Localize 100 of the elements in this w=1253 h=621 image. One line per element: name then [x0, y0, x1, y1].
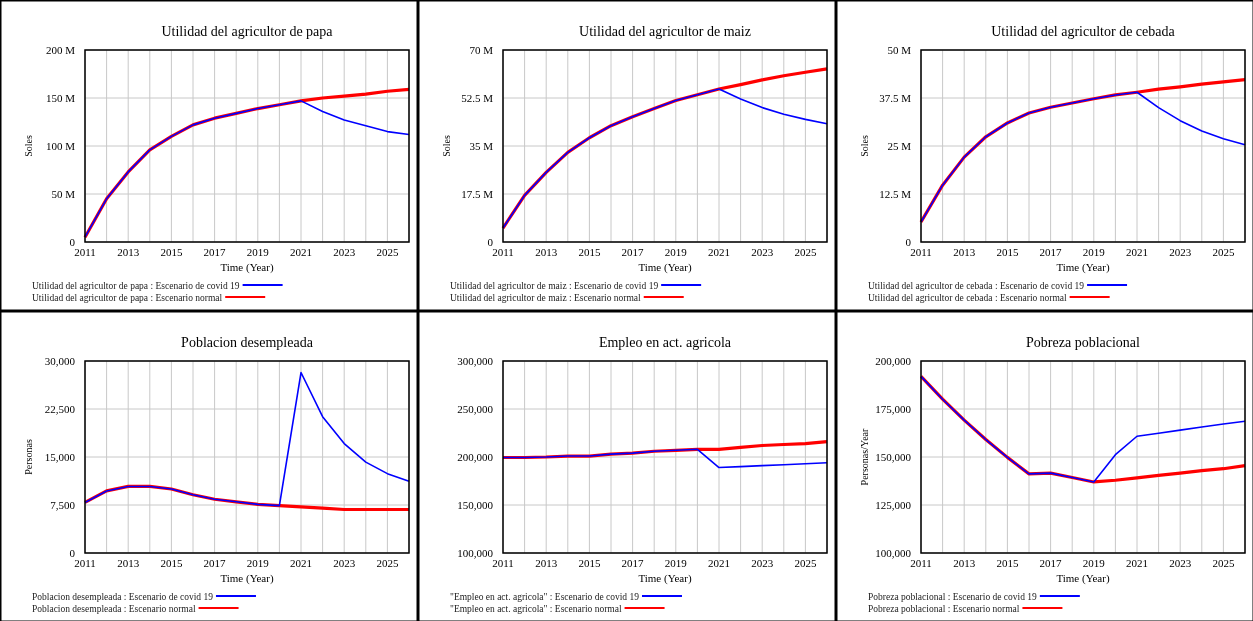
y-axis-title: Personas — [23, 439, 34, 475]
x-tick-label: 2011 — [74, 557, 96, 569]
x-tick-label: 2017 — [1039, 246, 1063, 258]
y-tick-label: 250,000 — [457, 403, 494, 415]
legend-label: Utilidad del agricultor de papa : Escenario de covid 19 — [32, 280, 240, 291]
x-tick-label: 2023 — [1169, 246, 1192, 258]
x-axis-title: Time (Year) — [638, 261, 692, 274]
legend-label: Poblacion desempleada : Escenario normal — [32, 603, 196, 614]
y-tick-label: 100 M — [45, 140, 76, 152]
y-axis-title: Soles — [859, 135, 870, 157]
x-axis-title: Time (Year) — [220, 572, 274, 585]
y-tick-label: 300,000 — [457, 355, 494, 367]
x-tick-label: 2019 — [664, 557, 688, 569]
y-tick-label: 200,000 — [875, 355, 912, 367]
x-tick-label: 2015 — [578, 557, 601, 569]
x-tick-label: 2017 — [621, 557, 645, 569]
y-tick-label: 0 — [69, 236, 76, 248]
legend-label: "Empleo en act. agricola" : Escenario normal — [450, 603, 622, 614]
y-tick-label: 100,000 — [457, 547, 494, 559]
x-tick-label: 2011 — [910, 557, 932, 569]
y-tick-label: 50 M — [887, 44, 912, 56]
x-tick-label: 2021 — [290, 557, 312, 569]
chart-title: Utilidad del agricultor de papa — [161, 24, 334, 39]
x-tick-label: 2011 — [74, 246, 96, 258]
legend-label: "Empleo en act. agricola" : Escenario de covid 19 — [450, 591, 640, 602]
y-tick-label: 175,000 — [875, 403, 912, 415]
x-tick-label: 2013 — [535, 557, 558, 569]
x-tick-label: 2025 — [1212, 246, 1235, 258]
x-tick-label: 2011 — [910, 246, 932, 258]
x-tick-label: 2023 — [751, 557, 774, 569]
x-tick-label: 2017 — [203, 557, 227, 569]
y-tick-label: 0 — [905, 236, 912, 248]
y-axis-title: Soles — [441, 135, 452, 157]
x-tick-label: 2017 — [1039, 557, 1063, 569]
y-tick-label: 37.5 M — [879, 92, 912, 104]
x-tick-label: 2013 — [117, 246, 140, 258]
y-tick-label: 200 M — [45, 44, 76, 56]
chart-title: Empleo en act. agricola — [598, 335, 732, 350]
y-tick-label: 52.5 M — [461, 92, 494, 104]
x-tick-label: 2025 — [794, 246, 817, 258]
y-axis-title: Soles — [23, 135, 34, 157]
x-tick-label: 2013 — [953, 246, 976, 258]
x-tick-label: 2023 — [333, 246, 356, 258]
y-tick-label: 15,000 — [44, 451, 76, 463]
y-tick-label: 70 M — [469, 44, 494, 56]
x-tick-label: 2023 — [333, 557, 356, 569]
x-tick-label: 2017 — [621, 246, 645, 258]
y-tick-label: 22,500 — [44, 403, 76, 415]
y-tick-label: 17.5 M — [461, 188, 494, 200]
x-tick-label: 2021 — [290, 246, 312, 258]
x-tick-label: 2023 — [1169, 557, 1192, 569]
x-tick-label: 2025 — [376, 557, 399, 569]
x-tick-label: 2015 — [160, 557, 183, 569]
y-tick-label: 25 M — [887, 140, 912, 152]
x-tick-label: 2021 — [1126, 246, 1148, 258]
legend-label: Utilidad del agricultor de cebada : Escenario normal — [868, 292, 1067, 303]
x-axis-title: Time (Year) — [220, 261, 274, 274]
x-tick-label: 2013 — [953, 557, 976, 569]
x-tick-label: 2011 — [492, 246, 514, 258]
legend-label: Poblacion desempleada : Escenario de covid 19 — [32, 591, 214, 602]
x-tick-label: 2025 — [1212, 557, 1235, 569]
legend-label: Pobreza poblacional : Escenario normal — [868, 603, 1020, 614]
y-tick-label: 0 — [487, 236, 494, 248]
y-tick-label: 200,000 — [457, 451, 494, 463]
y-tick-label: 150,000 — [457, 499, 494, 511]
x-tick-label: 2015 — [996, 246, 1019, 258]
x-axis-title: Time (Year) — [1056, 572, 1110, 585]
x-tick-label: 2013 — [117, 557, 140, 569]
chart-title: Utilidad del agricultor de cebada — [991, 24, 1176, 39]
x-tick-label: 2021 — [1126, 557, 1148, 569]
legend-label: Utilidad del agricultor de papa : Escenario normal — [32, 292, 223, 303]
y-tick-label: 0 — [69, 547, 76, 559]
x-tick-label: 2019 — [1082, 246, 1106, 258]
y-tick-label: 30,000 — [44, 355, 76, 367]
y-tick-label: 150 M — [45, 92, 76, 104]
x-tick-label: 2015 — [160, 246, 183, 258]
x-tick-label: 2023 — [751, 246, 774, 258]
x-tick-label: 2017 — [203, 246, 227, 258]
legend-label: Utilidad del agricultor de maiz : Escenario de covid 19 — [450, 280, 659, 291]
y-tick-label: 35 M — [469, 140, 494, 152]
chart-title: Poblacion desempleada — [181, 335, 314, 350]
x-axis-title: Time (Year) — [638, 572, 692, 585]
x-tick-label: 2019 — [1082, 557, 1106, 569]
y-axis-title: Personas/Year — [859, 427, 870, 486]
x-tick-label: 2025 — [794, 557, 817, 569]
x-tick-label: 2021 — [708, 246, 730, 258]
y-tick-label: 50 M — [51, 188, 76, 200]
x-tick-label: 2025 — [376, 246, 399, 258]
legend-label: Utilidad del agricultor de maiz : Escenario normal — [450, 292, 642, 303]
legend-label: Pobreza poblacional : Escenario de covid 19 — [868, 591, 1038, 602]
y-tick-label: 100,000 — [875, 547, 912, 559]
x-tick-label: 2019 — [664, 246, 688, 258]
x-tick-label: 2013 — [535, 246, 558, 258]
x-tick-label: 2015 — [578, 246, 601, 258]
x-tick-label: 2021 — [708, 557, 730, 569]
x-tick-label: 2019 — [246, 246, 270, 258]
legend-label: Utilidad del agricultor de cebada : Escenario de covid 19 — [868, 280, 1085, 291]
chart-title: Utilidad del agricultor de maiz — [579, 24, 751, 39]
x-tick-label: 2011 — [492, 557, 514, 569]
x-tick-label: 2015 — [996, 557, 1019, 569]
